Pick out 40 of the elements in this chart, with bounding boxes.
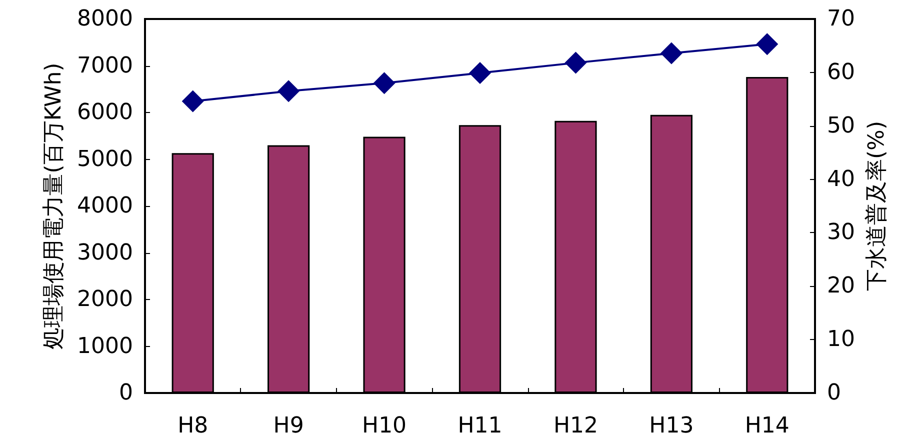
x-tick-label: H12	[553, 414, 598, 438]
x-tick-label: H13	[649, 414, 694, 438]
bar	[746, 76, 788, 393]
y2-axis-title: 下水道普及率(%)	[864, 120, 890, 292]
y2-tick-label: 70	[827, 6, 855, 32]
y2-tick-label: 30	[827, 220, 855, 246]
bar	[458, 125, 502, 393]
point	[756, 33, 778, 56]
y2-tick-label: 20	[827, 274, 855, 299]
x-tick-label: H9	[273, 414, 304, 438]
y-tick-label: 3000	[77, 240, 133, 266]
y-tick-label: 4000	[77, 194, 133, 218]
bar	[554, 120, 597, 393]
point	[469, 62, 491, 84]
point	[182, 90, 204, 112]
point	[278, 80, 300, 102]
y-tick-label: 6000	[77, 100, 133, 125]
y-tick-label: 2000	[77, 287, 133, 312]
bar	[172, 153, 214, 393]
y-tick-label: 8000	[77, 6, 133, 32]
x-tick-label: H14	[744, 414, 790, 438]
y-axis-title: 処理場使用電力量(百万KWh)	[42, 62, 66, 350]
y2-tick-label: 10	[827, 327, 855, 352]
bar	[650, 114, 692, 393]
y-tick-label: 5000	[77, 146, 133, 172]
point	[373, 72, 396, 94]
x-tick-label: H10	[362, 414, 407, 438]
y2-tick-label: 0	[827, 380, 841, 406]
bar	[268, 145, 310, 393]
point	[564, 52, 587, 74]
x-tick-label: H8	[178, 414, 208, 438]
bar	[363, 136, 406, 393]
y2-tick-label: 40	[827, 166, 855, 192]
y2-tick-label: 50	[827, 113, 855, 138]
point	[660, 42, 682, 64]
y-tick-label: 1000	[77, 334, 133, 359]
x-tick-label: H11	[458, 414, 502, 438]
y-tick-label: 7000	[77, 53, 133, 78]
y2-tick-label: 60	[827, 60, 855, 85]
y-tick-label: 0	[119, 380, 133, 406]
